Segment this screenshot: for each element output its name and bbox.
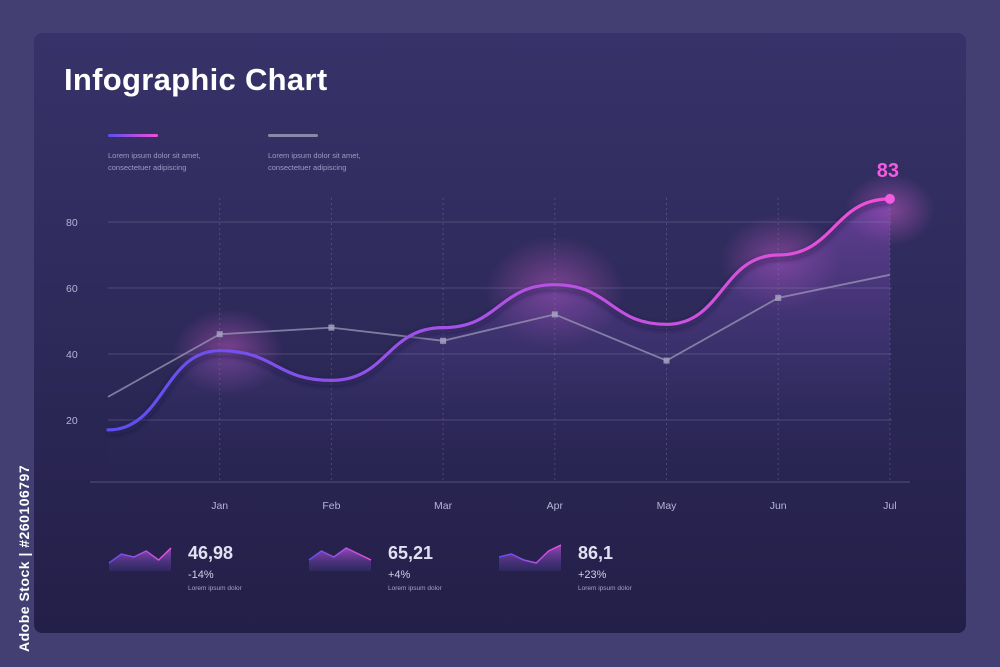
series-line-secondary xyxy=(107,273,891,398)
stat-value: 65,21 xyxy=(388,543,434,563)
legend-swatch-secondary xyxy=(268,134,318,137)
legend-swatch-primary xyxy=(108,134,158,137)
stat-card: 86,1 +23% Lorem ipsum dolor xyxy=(498,541,678,601)
series-marker-secondary xyxy=(775,294,782,301)
series-marker-secondary xyxy=(216,331,223,338)
y-tick-label: 20 xyxy=(66,415,78,427)
sparkline-line xyxy=(498,544,562,564)
y-tick-label: 80 xyxy=(66,217,78,229)
series-area-primary xyxy=(108,198,890,482)
stat-change: -14% xyxy=(188,569,214,581)
chart-title: Infographic Chart xyxy=(64,62,328,97)
series-marker-secondary xyxy=(551,311,558,318)
series-end-marker xyxy=(884,193,895,204)
stat-change: +23% xyxy=(578,569,607,581)
sparkline-line xyxy=(108,547,172,564)
x-tick-label: May xyxy=(657,500,678,512)
vertical-grid-layer xyxy=(219,198,891,482)
annotation-value-label: 83 xyxy=(877,160,899,182)
series-line-primary xyxy=(106,197,892,432)
sparkline xyxy=(498,544,562,571)
stat-caption: Lorem ipsum dolor xyxy=(388,585,442,592)
sparkline-area xyxy=(309,548,371,571)
legend-item-secondary: Lorem ipsum dolor sit amet, consectetuer… xyxy=(268,134,418,174)
stat-caption: Lorem ipsum dolor xyxy=(578,585,632,592)
legend-label-secondary: Lorem ipsum dolor sit amet, consectetuer… xyxy=(268,151,361,172)
stat-value: 46,98 xyxy=(188,543,234,563)
sparkline-area xyxy=(499,545,561,571)
sparkline-line xyxy=(308,547,372,561)
series-line-primary-shadow xyxy=(107,199,890,436)
series-marker-secondary xyxy=(663,357,670,364)
stat-change: +4% xyxy=(388,569,411,581)
stock-id-label: Adobe Stock | #260106797 xyxy=(16,464,32,652)
sparkline-area xyxy=(109,548,171,571)
stat-card: 65,21 +4% Lorem ipsum dolor xyxy=(308,541,488,601)
stat-value: 86,1 xyxy=(578,543,614,563)
y-tick-label: 40 xyxy=(66,349,78,361)
stock-watermark-label: Adobe Stock | #260106797 xyxy=(12,432,32,652)
series-layer xyxy=(106,193,895,436)
area-layer xyxy=(108,198,890,482)
sparkline xyxy=(108,547,172,571)
x-tick-label: Jun xyxy=(770,500,787,512)
x-tick-label: Mar xyxy=(434,500,453,512)
x-tick-label: Apr xyxy=(547,500,564,512)
stat-card: 46,98 -14% Lorem ipsum dolor xyxy=(108,541,288,601)
y-tick-label: 60 xyxy=(66,283,78,295)
axis-layer: 20 40 60 80 Jan Feb Mar Apr May Jun Jul xyxy=(66,217,897,512)
series-marker-secondary xyxy=(440,337,447,344)
x-tick-label: Jul xyxy=(883,500,896,512)
legend-item-primary: Lorem ipsum dolor sit amet, consectetuer… xyxy=(108,134,258,174)
x-tick-label: Feb xyxy=(322,500,340,512)
x-tick-label: Jan xyxy=(211,500,228,512)
legend-label-primary: Lorem ipsum dolor sit amet, consectetuer… xyxy=(108,151,201,172)
series-marker-secondary xyxy=(328,324,335,331)
annotation-layer: 83 xyxy=(877,160,899,182)
sparkline xyxy=(308,547,372,571)
stat-caption: Lorem ipsum dolor xyxy=(188,585,242,592)
